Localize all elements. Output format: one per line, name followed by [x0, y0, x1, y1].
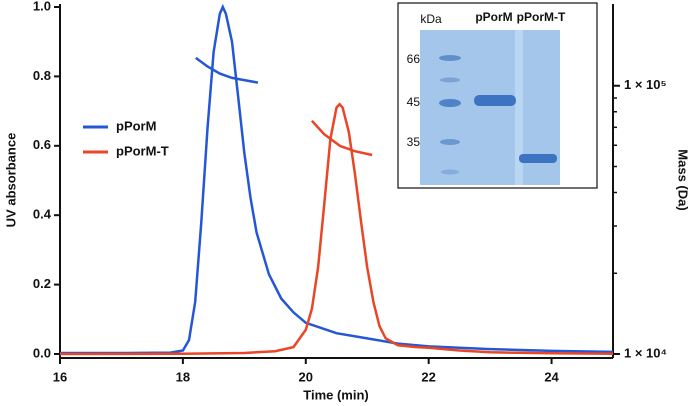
y-tick-label: 0.8	[33, 68, 51, 83]
y2-tick-label: 1 × 10⁴	[624, 345, 667, 360]
gel-lane-gap	[515, 30, 523, 185]
x-axis-label: Time (min)	[303, 387, 369, 402]
protein-band	[474, 95, 516, 106]
x-tick-label: 20	[299, 369, 313, 384]
uv-line	[60, 3, 614, 355]
mass-line	[195, 56, 259, 84]
lane-label: pPorM-T	[517, 10, 566, 24]
mass-line	[310, 119, 373, 157]
x-tick-label: 24	[544, 369, 559, 384]
gel-inset: kDa pPorM pPorM-T 66 45 35	[397, 2, 598, 189]
y-tick-label: 1.0	[33, 0, 51, 13]
y-tick-label: 0.6	[33, 137, 51, 152]
ladder-band	[441, 169, 459, 175]
ladder-band	[439, 99, 461, 107]
y2-tick-label: 1 × 10⁵	[624, 77, 667, 92]
marker-label: 35	[407, 135, 421, 149]
ladder-band	[440, 139, 460, 145]
uv-line	[59, 102, 614, 356]
legend-label: pPorM-T	[116, 143, 169, 158]
marker-label: 45	[407, 95, 421, 109]
y2-axis-label: Mass (Da)	[676, 149, 691, 210]
x-tick-label: 18	[176, 369, 190, 384]
ladder-band	[439, 55, 461, 61]
lane-label: pPorM	[475, 10, 512, 24]
y-axis-label: UV absorbance	[3, 133, 18, 228]
x-tick-label: 16	[53, 369, 67, 384]
y-tick-label: 0.4	[33, 207, 52, 222]
legend-label: pPorM	[116, 118, 156, 133]
ladder-band	[440, 77, 460, 83]
y-tick-label: 0.0	[33, 345, 51, 360]
inset-unit: kDa	[420, 12, 442, 26]
y-tick-label: 0.2	[33, 276, 51, 291]
marker-label: 66	[407, 52, 421, 66]
x-tick-label: 22	[421, 369, 435, 384]
axes	[59, 4, 614, 359]
protein-band	[519, 154, 557, 163]
